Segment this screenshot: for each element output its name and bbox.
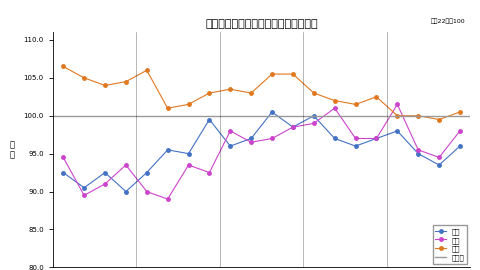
消費: [206, 171, 212, 174]
生産: [228, 144, 233, 148]
消費: [248, 141, 254, 144]
Line: 消費: 消費: [61, 103, 462, 201]
生産: [373, 137, 379, 140]
消費: [81, 194, 87, 197]
生産: [353, 144, 359, 148]
生産: [457, 144, 463, 148]
生産: [415, 152, 421, 155]
生産: [144, 171, 150, 174]
消費: [436, 156, 442, 159]
在庫: [395, 114, 400, 117]
基準線: [60, 114, 66, 117]
消費: [415, 148, 421, 151]
在庫: [332, 99, 337, 102]
在庫: [373, 95, 379, 99]
在庫: [457, 110, 463, 114]
生産: [248, 137, 254, 140]
消費: [123, 163, 129, 167]
在庫: [81, 76, 87, 79]
在庫: [206, 92, 212, 95]
消費: [311, 122, 317, 125]
在庫: [415, 114, 421, 117]
在庫: [228, 87, 233, 91]
Title: 鉱工業指数の推移（季節調整済指数）: 鉱工業指数の推移（季節調整済指数）: [205, 19, 318, 29]
生産: [123, 190, 129, 193]
消費: [228, 129, 233, 133]
在庫: [353, 103, 359, 106]
生産: [60, 171, 66, 174]
生産: [206, 118, 212, 121]
生産: [186, 152, 192, 155]
生産: [311, 114, 317, 117]
在庫: [123, 80, 129, 83]
消費: [269, 137, 275, 140]
消費: [332, 107, 337, 110]
消費: [144, 190, 150, 193]
在庫: [311, 92, 317, 95]
生産: [269, 110, 275, 114]
消費: [60, 156, 66, 159]
在庫: [60, 65, 66, 68]
消費: [165, 197, 170, 201]
消費: [395, 103, 400, 106]
Y-axis label: 指
数: 指 数: [10, 140, 15, 160]
Line: 在庫: 在庫: [61, 65, 462, 121]
生産: [332, 137, 337, 140]
生産: [436, 163, 442, 167]
Text: 平成22年＝100: 平成22年＝100: [431, 19, 466, 25]
生産: [395, 129, 400, 133]
生産: [81, 186, 87, 189]
在庫: [248, 92, 254, 95]
Line: 生産: 生産: [61, 110, 462, 193]
消費: [186, 163, 192, 167]
消費: [373, 137, 379, 140]
在庫: [102, 84, 108, 87]
生産: [102, 171, 108, 174]
在庫: [165, 107, 170, 110]
在庫: [290, 72, 296, 76]
在庫: [186, 103, 192, 106]
基準線: [81, 114, 87, 117]
生産: [290, 126, 296, 129]
Legend: 生産, 消費, 在庫, 基準線: 生産, 消費, 在庫, 基準線: [432, 225, 467, 264]
生産: [165, 148, 170, 151]
在庫: [269, 72, 275, 76]
消費: [353, 137, 359, 140]
在庫: [144, 69, 150, 72]
消費: [102, 182, 108, 185]
在庫: [436, 118, 442, 121]
消費: [457, 129, 463, 133]
消費: [290, 126, 296, 129]
